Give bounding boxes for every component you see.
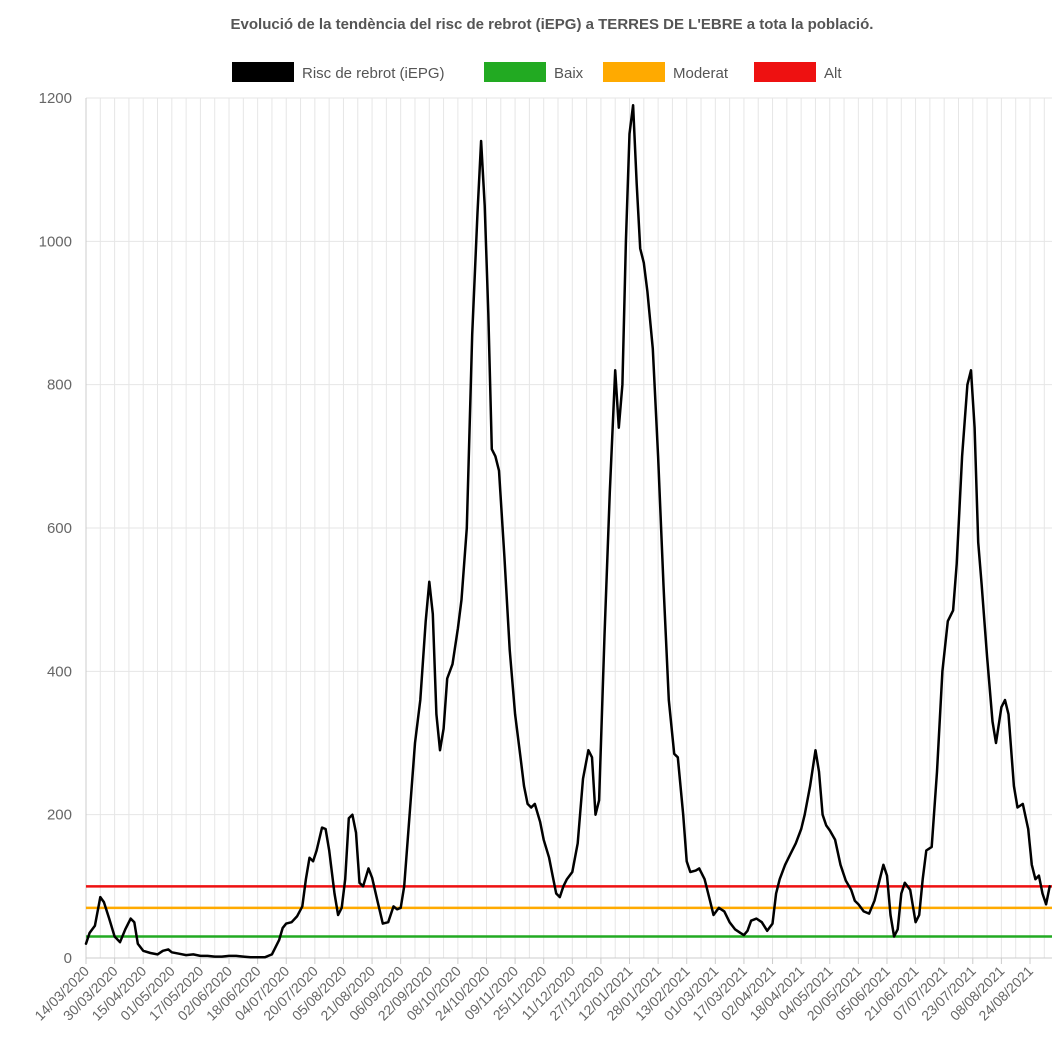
legend-swatch <box>484 62 546 82</box>
y-tick-label: 1000 <box>39 233 72 250</box>
legend-label: Baix <box>554 65 584 82</box>
legend-item[interactable]: Baix <box>484 62 584 82</box>
series-iepg-line <box>84 103 1051 959</box>
plot-area <box>84 103 1052 959</box>
legend-label: Moderat <box>673 65 729 82</box>
y-tick-label: 0 <box>64 950 72 967</box>
legend-item[interactable]: Alt <box>754 62 842 82</box>
x-axis: 14/03/202030/03/202015/04/202001/05/2020… <box>31 958 1036 1024</box>
legend-item[interactable]: Moderat <box>603 62 729 82</box>
y-tick-label: 600 <box>47 520 72 537</box>
legend-swatch <box>603 62 665 82</box>
legend-item[interactable]: Risc de rebrot (iEPG) <box>232 62 445 82</box>
y-tick-label: 800 <box>47 377 72 394</box>
y-tick-label: 200 <box>47 807 72 824</box>
legend-swatch <box>232 62 294 82</box>
y-axis: 0 200 400 600 800 1000 1200 <box>39 90 72 967</box>
grid <box>85 97 1052 959</box>
chart-title: Evolució de la tendència del risc de reb… <box>231 16 874 33</box>
legend-swatch <box>754 62 816 82</box>
legend-label: Alt <box>824 65 842 82</box>
legend-label: Risc de rebrot (iEPG) <box>302 65 445 82</box>
legend: Risc de rebrot (iEPG) Baix Moderat Alt <box>232 62 842 82</box>
y-tick-label: 400 <box>47 663 72 680</box>
y-tick-label: 1200 <box>39 90 72 107</box>
